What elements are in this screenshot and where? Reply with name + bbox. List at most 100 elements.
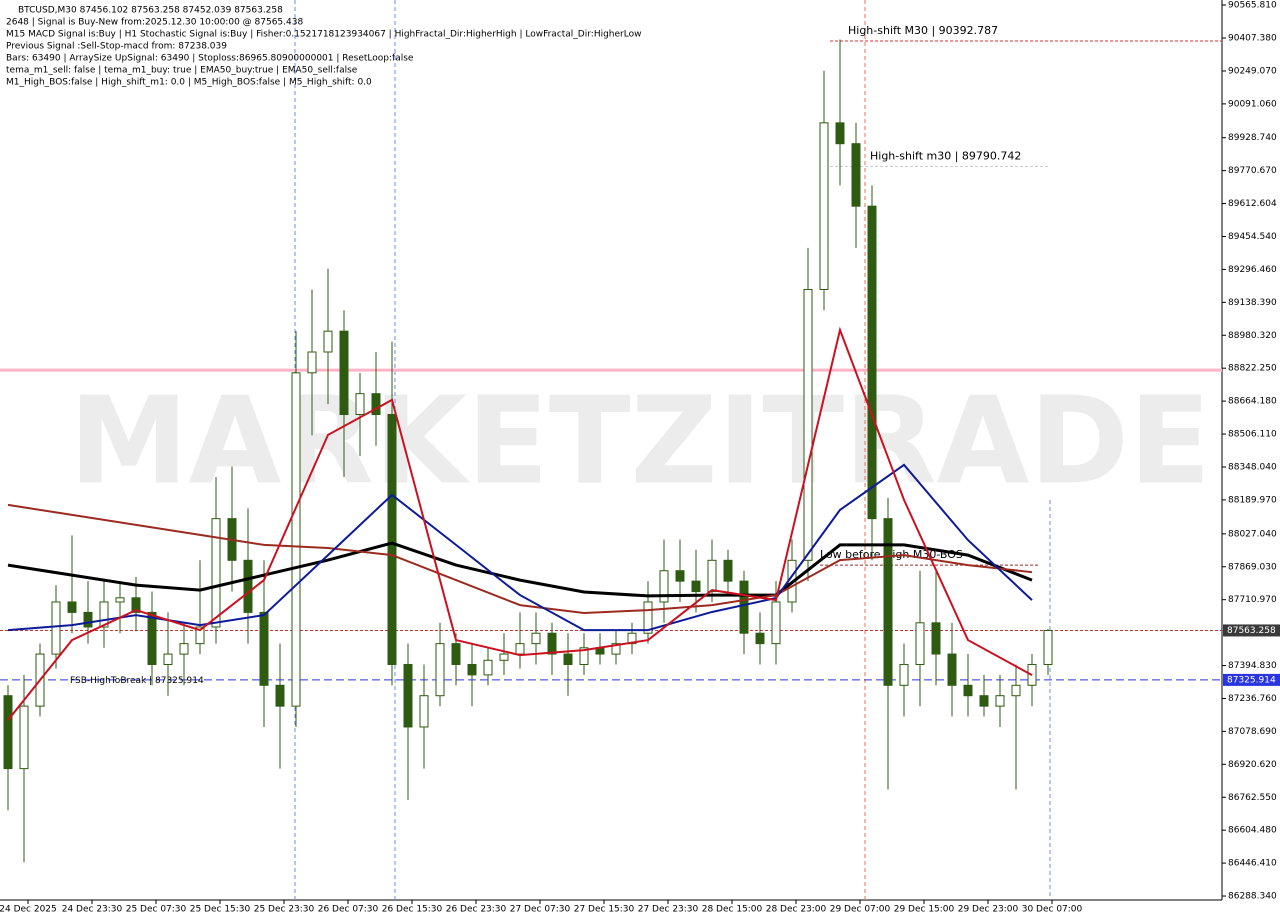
x-tick-label: 25 Dec 23:30 (254, 905, 315, 915)
candle-body (51, 601, 61, 655)
moving-average (7, 541, 1033, 598)
candle-body (1043, 629, 1053, 665)
candle-body (515, 643, 525, 655)
y-tick-label: 88506.110 (1228, 430, 1277, 440)
candle-body (483, 659, 493, 676)
y-tick-label: 90565.810 (1228, 0, 1277, 10)
candle-body (323, 330, 333, 353)
y-tick-label: 90407.380 (1228, 33, 1277, 43)
price-box (1223, 673, 1280, 686)
candle-body (243, 559, 253, 613)
candle-body (563, 653, 573, 665)
candle-body (547, 632, 557, 655)
moving-average (7, 463, 1033, 632)
candle-body (19, 705, 29, 770)
candle-body (435, 643, 445, 697)
candle-body (499, 653, 509, 661)
price-box-label: 87325.914 (1227, 675, 1276, 685)
x-tick-label: 29 Dec 15:00 (894, 905, 955, 915)
x-tick-label: 25 Dec 15:30 (190, 905, 251, 915)
candle-body (883, 518, 893, 686)
y-tick-label: 86762.550 (1228, 793, 1277, 803)
candle-body (931, 622, 941, 655)
candle-body (131, 597, 141, 613)
candle-body (451, 643, 461, 665)
candle-body (147, 611, 157, 665)
info-line: M1_High_BOS:false | High_shift_m1: 0.0 |… (6, 78, 372, 88)
candle-body (467, 663, 477, 676)
y-tick-label: 90249.070 (1228, 66, 1277, 76)
candle-body (771, 601, 781, 645)
candle-body (675, 570, 685, 582)
candle-body (307, 351, 317, 374)
candle-body (419, 695, 429, 728)
candle-body (691, 580, 701, 593)
x-tick-label: 26 Dec 15:30 (382, 905, 443, 915)
symbol-info: BTCUSD,M30 87456.102 87563.258 87452.039… (18, 6, 283, 16)
candle-body (739, 580, 749, 634)
candle-body (963, 684, 973, 697)
candle-body (195, 626, 205, 645)
candle-body (995, 695, 1005, 707)
candle-body (643, 601, 653, 634)
y-tick-label: 89138.390 (1228, 298, 1277, 308)
candle-body (355, 393, 365, 415)
candle-body (371, 393, 381, 415)
level-label: High-shift m30 | 89790.742 (870, 149, 1021, 162)
y-tick-label: 87394.830 (1228, 661, 1277, 671)
info-line: tema_m1_sell: false | tema_m1_buy: true … (6, 66, 358, 76)
x-tick-label: 27 Dec 15:30 (574, 905, 635, 915)
x-tick-label: 24 Dec 2025 (0, 905, 57, 915)
info-line: Previous Signal :Sell-Stop-macd from: 87… (6, 42, 227, 52)
candle-body (723, 559, 733, 582)
candle-body (179, 643, 189, 655)
y-tick-label: 88189.970 (1228, 495, 1277, 505)
y-tick-label: 89770.670 (1228, 166, 1277, 176)
x-tick-label: 26 Dec 07:30 (318, 905, 379, 915)
candle-body (947, 653, 957, 686)
candle-body (259, 611, 269, 686)
candle-body (339, 330, 349, 415)
candle-body (659, 570, 669, 603)
candle-body (275, 684, 285, 707)
x-tick-label: 29 Dec 23:00 (958, 905, 1019, 915)
x-tick-label: 27 Dec 07:30 (510, 905, 571, 915)
candle-body (163, 653, 173, 665)
info-line: 2648 | Signal is Buy-New from:2025.12.30… (6, 18, 303, 28)
candle-body (707, 559, 717, 593)
x-tick-label: 28 Dec 15:00 (702, 905, 763, 915)
x-tick-label: 28 Dec 23:00 (766, 905, 827, 915)
candle-body (867, 205, 877, 520)
candle-body (851, 143, 861, 207)
y-tick-label: 88348.040 (1228, 462, 1277, 472)
candle-body (211, 518, 221, 628)
y-tick-label: 87869.030 (1228, 562, 1277, 572)
candle-body (99, 601, 109, 628)
x-tick-label: 29 Dec 07:00 (830, 905, 891, 915)
y-tick-label: 86288.340 (1228, 892, 1277, 902)
candle-body (979, 695, 989, 707)
candle-body (915, 622, 925, 665)
candle-body (819, 122, 829, 291)
price-box (1223, 624, 1280, 637)
candle-body (67, 601, 77, 613)
candle-body (531, 632, 541, 645)
moving-average (7, 326, 1033, 721)
candle-body (627, 632, 637, 645)
y-tick-label: 89454.540 (1228, 232, 1277, 242)
candle-body (3, 695, 13, 770)
x-tick-label: 26 Dec 23:30 (446, 905, 507, 915)
y-tick-label: 88664.180 (1228, 397, 1277, 407)
y-tick-label: 87236.760 (1228, 694, 1277, 704)
candle-body (835, 122, 845, 145)
y-tick-label: 89612.604 (1228, 199, 1277, 209)
info-line: M15 MACD Signal is:Buy | H1 Stochastic S… (6, 30, 641, 40)
x-tick-label: 24 Dec 23:30 (62, 905, 123, 915)
y-tick-label: 89928.740 (1228, 133, 1277, 143)
y-tick-label: 88980.320 (1228, 331, 1277, 341)
candle-body (755, 632, 765, 645)
candle-body (579, 647, 589, 665)
moving-average (7, 503, 1033, 615)
